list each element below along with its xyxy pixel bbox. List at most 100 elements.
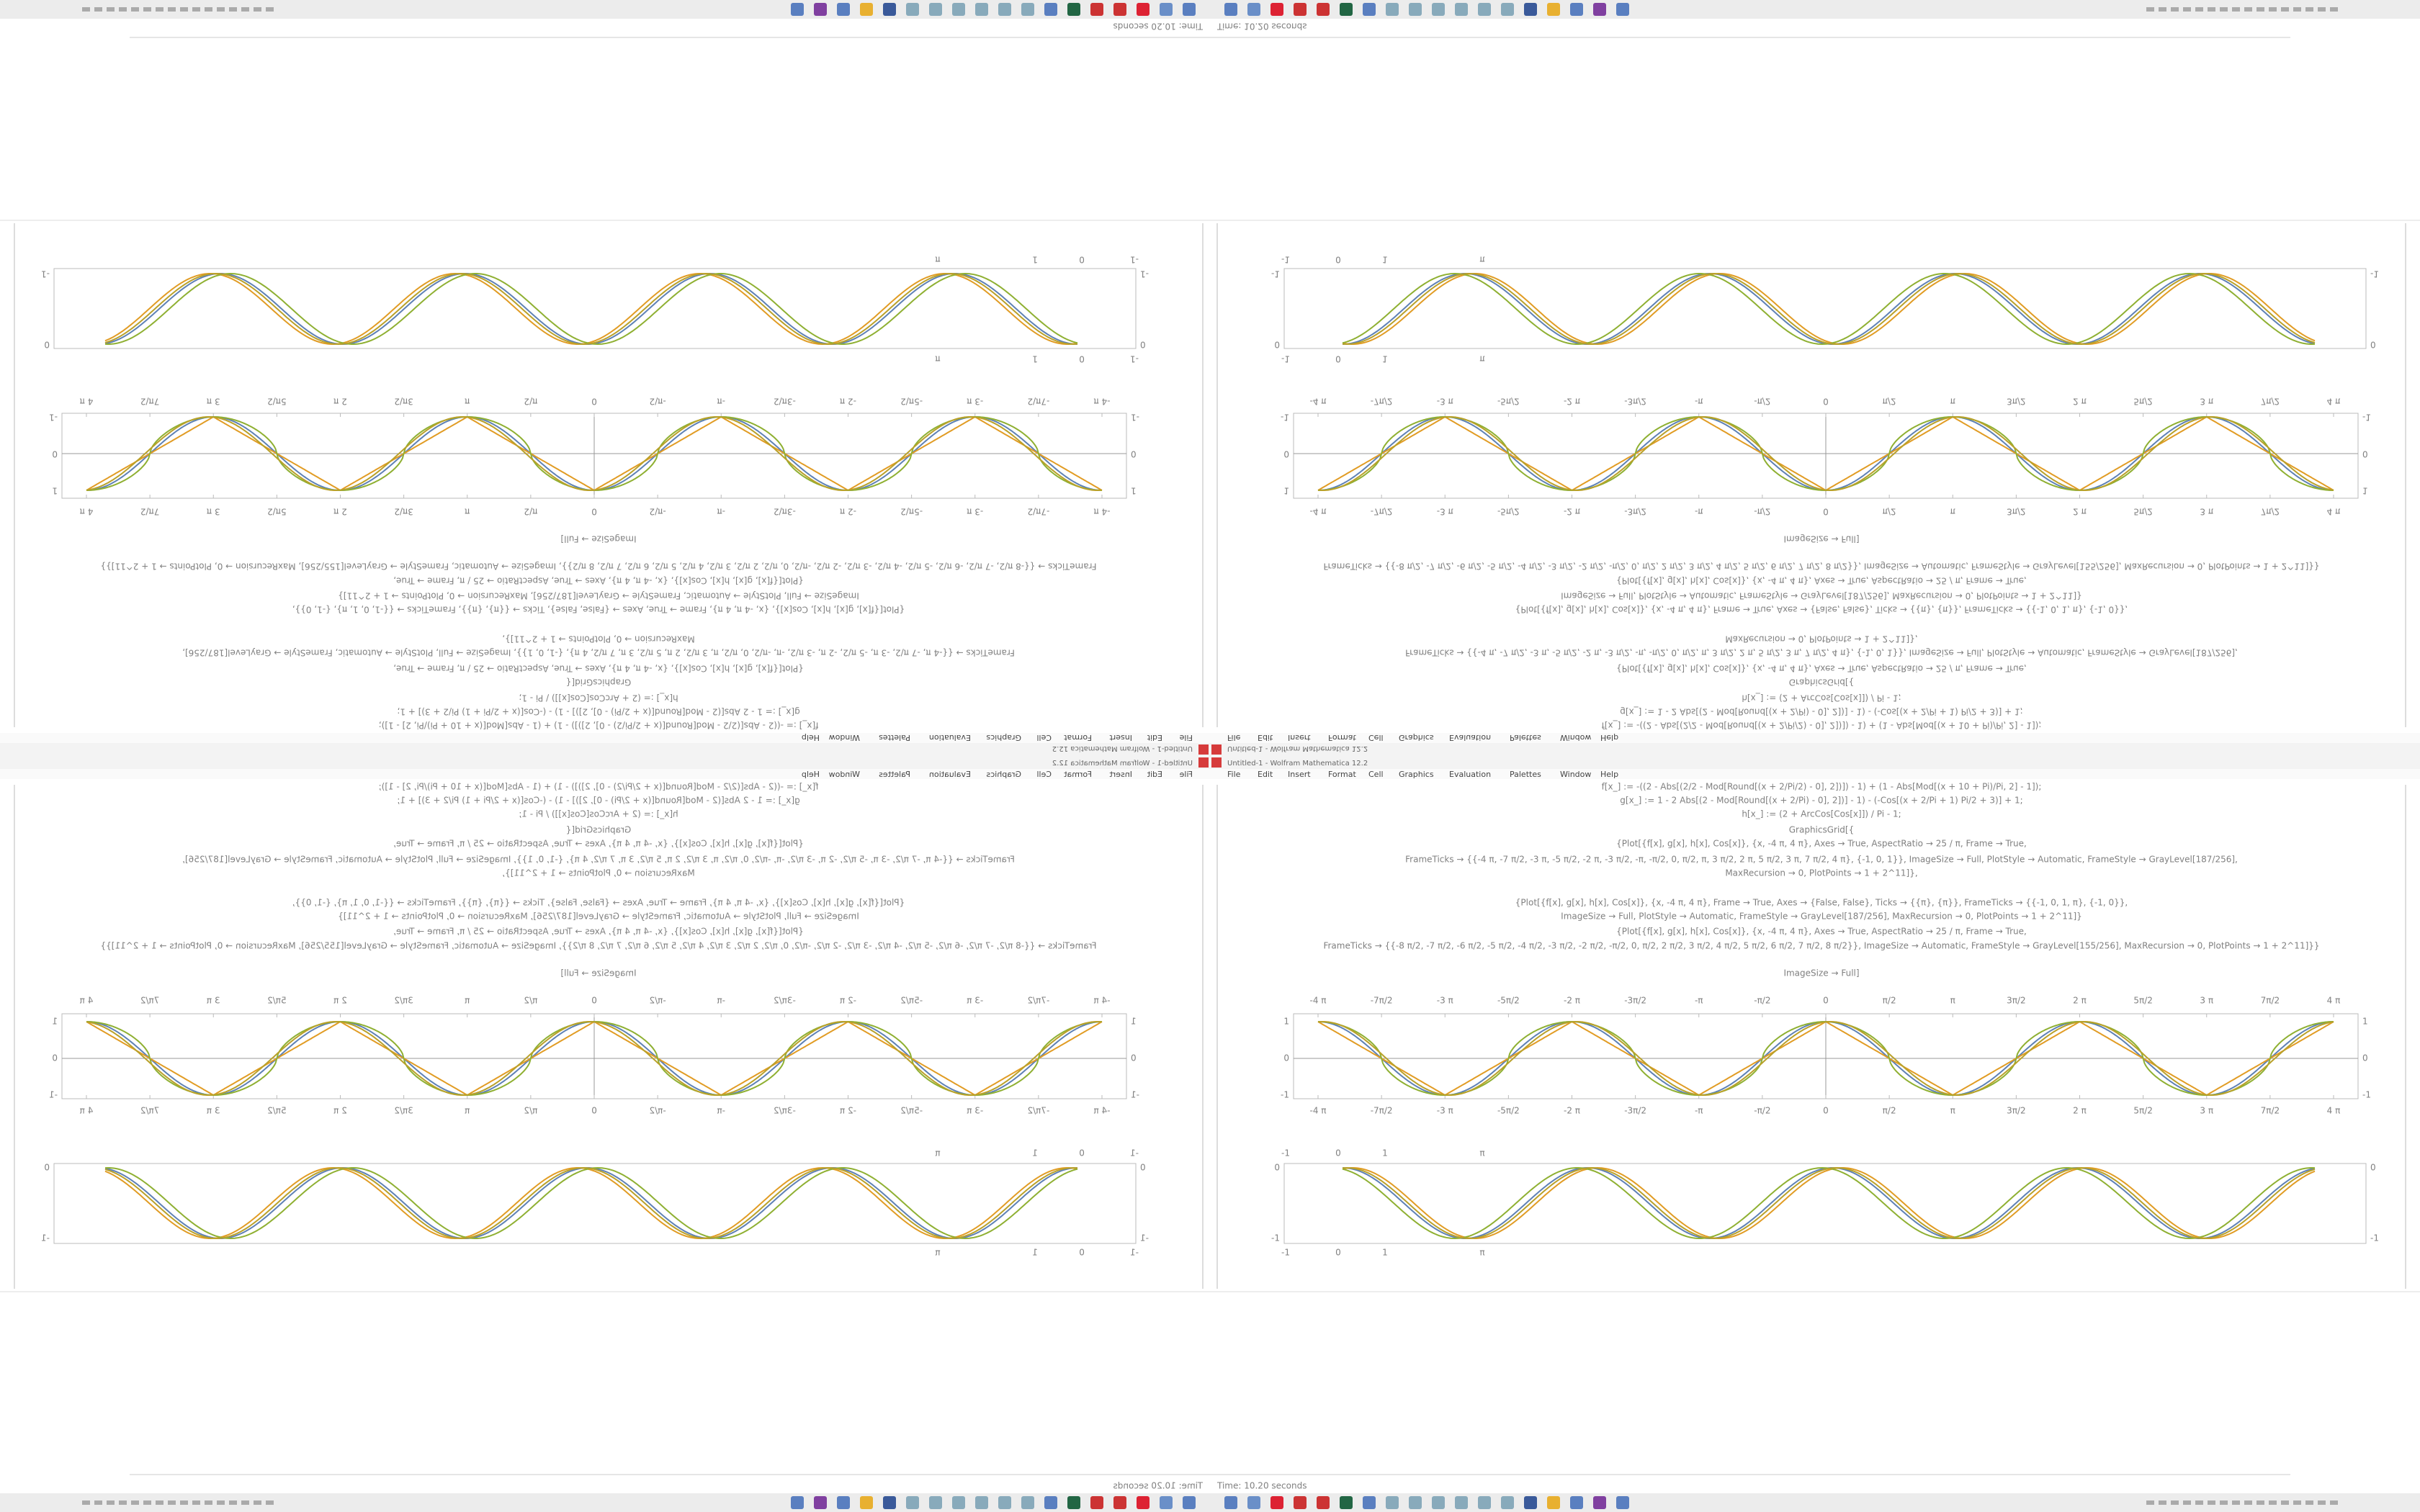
menu-item[interactable]: Evaluation (929, 770, 971, 779)
menu-item[interactable]: Cell (1036, 770, 1052, 779)
taskbar-icon[interactable] (1340, 3, 1353, 16)
taskbar-icon[interactable] (1409, 1496, 1422, 1509)
taskbar-icon[interactable] (1317, 3, 1330, 16)
menu-item[interactable]: Help (802, 733, 820, 742)
menu-item[interactable]: Help (1600, 733, 1618, 742)
taskbar-icon[interactable] (1224, 1496, 1237, 1509)
taskbar-icon[interactable] (1247, 1496, 1260, 1509)
menu-item[interactable]: Evaluation (1449, 770, 1491, 779)
taskbar-icon[interactable] (1090, 3, 1103, 16)
menu-item[interactable]: Insert (1109, 770, 1132, 779)
taskbar-icon[interactable] (1224, 3, 1237, 16)
taskbar-icon[interactable] (1455, 1496, 1468, 1509)
taskbar-icon[interactable] (1593, 1496, 1606, 1509)
taskbar-icon[interactable] (1478, 3, 1491, 16)
close-button[interactable] (1211, 757, 1222, 768)
taskbar-icon[interactable] (1501, 1496, 1514, 1509)
menu-item[interactable]: Window (829, 733, 860, 742)
taskbar-icon[interactable] (975, 3, 988, 16)
close-button[interactable] (1198, 757, 1209, 768)
menu-item[interactable]: Graphics (1399, 770, 1434, 779)
taskbar-icon[interactable] (1294, 1496, 1307, 1509)
menu-item[interactable]: Window (829, 770, 860, 779)
taskbar-icon[interactable] (929, 3, 942, 16)
taskbar-icon[interactable] (1340, 1496, 1353, 1509)
taskbar-icon[interactable] (1317, 1496, 1330, 1509)
taskbar-icon[interactable] (791, 3, 804, 16)
taskbar-icon[interactable] (1524, 1496, 1537, 1509)
taskbar-icon[interactable] (837, 3, 850, 16)
menu-item[interactable]: File (1179, 733, 1193, 742)
menu-item[interactable]: Evaluation (929, 733, 971, 742)
taskbar-icon[interactable] (1409, 3, 1422, 16)
menu-item[interactable]: Palettes (879, 733, 910, 742)
taskbar-icon[interactable] (860, 1496, 873, 1509)
menu-item[interactable]: Edit (1147, 733, 1162, 742)
menu-item[interactable]: Insert (1288, 770, 1311, 779)
taskbar-icon[interactable] (1113, 1496, 1126, 1509)
menu-item[interactable]: Window (1560, 733, 1591, 742)
taskbar-icon[interactable] (1137, 1496, 1150, 1509)
taskbar-icon[interactable] (1090, 1496, 1103, 1509)
menu-item[interactable]: Evaluation (1449, 733, 1491, 742)
menu-item[interactable]: Format (1064, 733, 1092, 742)
taskbar-icon[interactable] (1432, 3, 1445, 16)
menu-item[interactable]: Edit (1258, 733, 1273, 742)
menu-item[interactable]: Insert (1288, 733, 1311, 742)
taskbar-icon[interactable] (1183, 1496, 1196, 1509)
menu-item[interactable]: Cell (1368, 770, 1384, 779)
menu-item[interactable]: Window (1560, 770, 1591, 779)
taskbar-icon[interactable] (1386, 1496, 1399, 1509)
menu-item[interactable]: File (1179, 770, 1193, 779)
taskbar-icon[interactable] (975, 1496, 988, 1509)
menu-item[interactable]: Graphics (1399, 733, 1434, 742)
taskbar-icon[interactable] (883, 1496, 896, 1509)
menu-item[interactable]: Help (802, 770, 820, 779)
close-button[interactable] (1211, 744, 1222, 755)
taskbar-icon[interactable] (1547, 1496, 1560, 1509)
menu-item[interactable]: Edit (1258, 770, 1273, 779)
menu-item[interactable]: Format (1328, 770, 1356, 779)
taskbar-icon[interactable] (1294, 3, 1307, 16)
taskbar-icon[interactable] (814, 3, 827, 16)
taskbar-icon[interactable] (1547, 3, 1560, 16)
taskbar-icon[interactable] (814, 1496, 827, 1509)
menu-item[interactable]: Cell (1368, 733, 1384, 742)
taskbar-icon[interactable] (1021, 3, 1034, 16)
taskbar-icon[interactable] (883, 3, 896, 16)
taskbar-icon[interactable] (1270, 3, 1283, 16)
taskbar-icon[interactable] (1044, 3, 1057, 16)
taskbar-icon[interactable] (1247, 3, 1260, 16)
menu-item[interactable]: Palettes (879, 770, 910, 779)
taskbar-icon[interactable] (1113, 3, 1126, 16)
menu-item[interactable]: Graphics (986, 733, 1021, 742)
taskbar-icon[interactable] (952, 3, 965, 16)
taskbar-icon[interactable] (791, 1496, 804, 1509)
taskbar-icon[interactable] (1270, 1496, 1283, 1509)
taskbar-icon[interactable] (1432, 1496, 1445, 1509)
taskbar-icon[interactable] (1183, 3, 1196, 16)
taskbar-icon[interactable] (1478, 1496, 1491, 1509)
taskbar-icon[interactable] (1160, 3, 1173, 16)
menu-item[interactable]: Insert (1109, 733, 1132, 742)
taskbar-icon[interactable] (906, 1496, 919, 1509)
taskbar-icon[interactable] (1616, 3, 1629, 16)
taskbar-icon[interactable] (1067, 3, 1080, 16)
taskbar-icon[interactable] (1386, 3, 1399, 16)
taskbar-icon[interactable] (860, 3, 873, 16)
menu-item[interactable]: File (1227, 733, 1241, 742)
taskbar-icon[interactable] (1616, 1496, 1629, 1509)
menu-item[interactable]: Help (1600, 770, 1618, 779)
taskbar-icon[interactable] (1455, 3, 1468, 16)
menu-item[interactable]: Format (1328, 733, 1356, 742)
taskbar-icon[interactable] (837, 1496, 850, 1509)
taskbar-icon[interactable] (1363, 1496, 1376, 1509)
taskbar-icon[interactable] (1501, 3, 1514, 16)
taskbar-icon[interactable] (1021, 1496, 1034, 1509)
taskbar-icon[interactable] (998, 1496, 1011, 1509)
menu-item[interactable]: Cell (1036, 733, 1052, 742)
menu-item[interactable]: Palettes (1510, 733, 1541, 742)
taskbar-icon[interactable] (1044, 1496, 1057, 1509)
menu-item[interactable]: File (1227, 770, 1241, 779)
taskbar-icon[interactable] (1593, 3, 1606, 16)
